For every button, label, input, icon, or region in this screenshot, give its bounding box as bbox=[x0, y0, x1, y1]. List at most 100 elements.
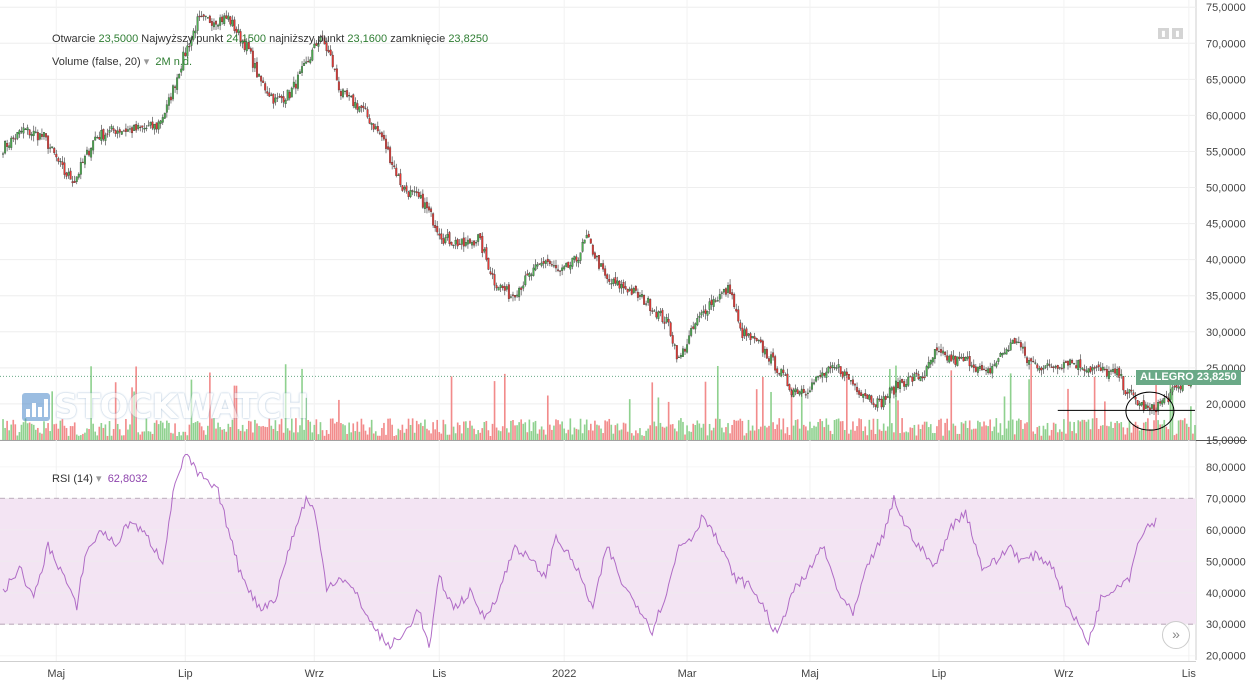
candle-body bbox=[833, 367, 836, 369]
candle-body bbox=[79, 162, 82, 175]
price-tick-label: 35,0000 bbox=[1206, 291, 1246, 303]
volume-bar bbox=[553, 425, 555, 440]
candle-body bbox=[720, 292, 723, 294]
volume-bar bbox=[835, 419, 838, 440]
candle-body bbox=[632, 288, 635, 293]
volume-bar bbox=[577, 429, 580, 440]
volume-bar bbox=[116, 423, 119, 440]
candle-body bbox=[1038, 368, 1041, 371]
volume-bar bbox=[483, 422, 486, 440]
candle-body bbox=[305, 61, 308, 64]
candle-body bbox=[169, 96, 172, 101]
volume-bar bbox=[96, 435, 99, 440]
candle-body bbox=[1177, 386, 1180, 389]
time-tick-label: Lip bbox=[932, 668, 947, 680]
volume-bar bbox=[102, 427, 105, 440]
volume-bar bbox=[204, 434, 207, 440]
volume-bar bbox=[1026, 422, 1028, 440]
volume-value: 2M bbox=[155, 56, 171, 68]
candle-body bbox=[442, 238, 445, 244]
chevron-down-icon[interactable]: ▾ bbox=[96, 473, 102, 485]
volume-bar bbox=[485, 420, 488, 440]
volume-bar bbox=[270, 425, 273, 440]
volume-bar bbox=[1120, 422, 1123, 440]
candle-body bbox=[722, 289, 725, 293]
volume-bar bbox=[344, 425, 346, 440]
volume-bar bbox=[1179, 419, 1182, 440]
volume-bar bbox=[282, 432, 285, 440]
candle-body bbox=[229, 16, 232, 25]
volume-bar bbox=[714, 418, 717, 440]
volume-bar bbox=[565, 433, 568, 440]
volume-bar bbox=[495, 427, 498, 440]
volume-bar bbox=[317, 434, 320, 440]
volume-bar bbox=[829, 430, 832, 440]
volume-bar bbox=[420, 422, 422, 440]
candle-body bbox=[942, 350, 945, 354]
volume-bar bbox=[223, 429, 226, 440]
volume-bar bbox=[559, 424, 561, 440]
candle-body bbox=[14, 138, 17, 140]
volume-bar bbox=[764, 425, 766, 440]
candle-body bbox=[512, 294, 514, 296]
volume-bar bbox=[1159, 424, 1161, 440]
candle-body bbox=[858, 390, 861, 395]
volume-bar bbox=[28, 422, 31, 440]
volume-bar bbox=[184, 431, 187, 440]
volume-bar bbox=[684, 434, 686, 440]
volume-bar bbox=[1081, 419, 1084, 440]
candle-body bbox=[276, 97, 279, 99]
volume-bar bbox=[962, 423, 965, 440]
candle-body bbox=[868, 394, 871, 400]
candle-body bbox=[892, 386, 895, 395]
rsi-label[interactable]: RSI (14) bbox=[52, 473, 93, 485]
volume-bar bbox=[463, 421, 465, 440]
volume-bar bbox=[153, 422, 156, 440]
candle-body bbox=[823, 372, 826, 376]
volume-bar bbox=[151, 433, 154, 440]
candle-body bbox=[241, 40, 244, 44]
candle-body bbox=[233, 19, 236, 31]
scroll-right-icon[interactable]: » bbox=[1162, 621, 1190, 649]
price-tick-label: 65,0000 bbox=[1206, 74, 1246, 86]
candle-body bbox=[626, 288, 629, 293]
volume-label[interactable]: Volume (false, 20) bbox=[52, 56, 141, 68]
candle-body bbox=[643, 294, 646, 305]
time-tick-label: 2022 bbox=[552, 668, 576, 680]
chevron-down-icon[interactable]: ▾ bbox=[143, 56, 150, 68]
volume-bar bbox=[1003, 396, 1006, 440]
candle-body bbox=[669, 322, 672, 336]
chart-menu-icon[interactable]: ▮ bbox=[1172, 28, 1183, 39]
candle-body bbox=[901, 379, 904, 383]
candle-body bbox=[659, 311, 662, 314]
volume-bar bbox=[272, 428, 275, 440]
candle-body bbox=[102, 129, 105, 140]
candle-body bbox=[1075, 365, 1078, 369]
candle-body bbox=[1050, 366, 1053, 368]
candle-body bbox=[780, 368, 783, 376]
candle-body bbox=[944, 351, 947, 355]
volume-bar bbox=[1126, 427, 1129, 440]
time-tick-label: Lip bbox=[178, 668, 193, 680]
time-tick-label: Wrz bbox=[1054, 668, 1073, 680]
candle-body bbox=[1015, 341, 1018, 343]
candle-body bbox=[75, 176, 78, 182]
price-tick-label: 20,0000 bbox=[1206, 399, 1246, 411]
candle-body bbox=[704, 309, 707, 314]
candle-body bbox=[385, 138, 387, 149]
volume-bar bbox=[659, 422, 662, 440]
volume-bar bbox=[999, 423, 1002, 440]
candle-body bbox=[792, 389, 795, 397]
candle-body bbox=[1124, 390, 1127, 395]
chart-settings-icon[interactable]: ▮ bbox=[1158, 28, 1169, 39]
candle-body bbox=[303, 63, 306, 66]
volume-bar bbox=[1040, 435, 1043, 440]
candle-body bbox=[1071, 360, 1074, 364]
candle-body bbox=[405, 185, 408, 192]
volume-bar bbox=[970, 429, 973, 440]
volume-bar bbox=[899, 433, 901, 440]
candle-body bbox=[907, 376, 910, 386]
candle-body bbox=[124, 128, 127, 132]
candle-body bbox=[399, 173, 402, 186]
